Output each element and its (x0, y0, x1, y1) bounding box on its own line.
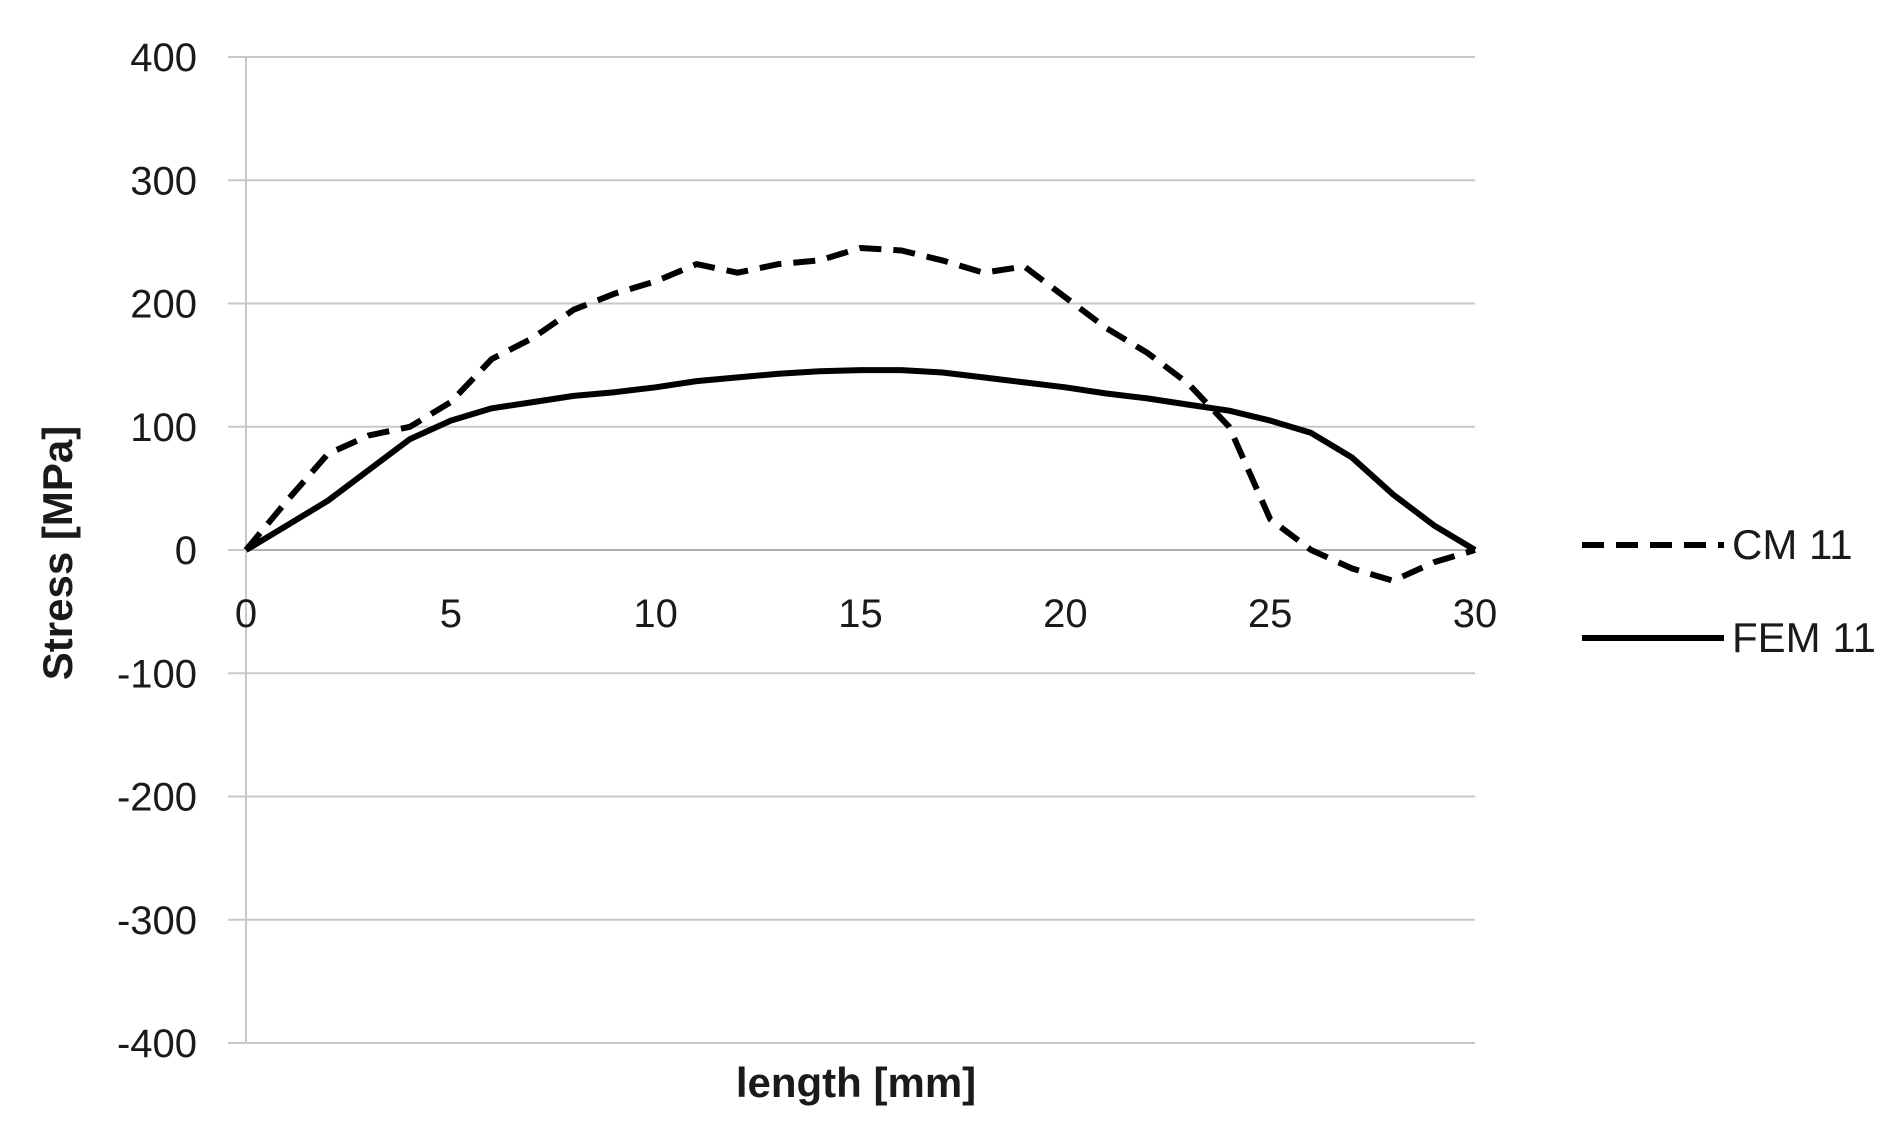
axes (245, 57, 1475, 1043)
series-lines (243, 245, 1477, 584)
series-line-fem-11 (244, 367, 1477, 553)
x-tick-label: 20 (1043, 592, 1088, 636)
y-tick-label: -100 (117, 652, 197, 696)
legend-label: CM 11 (1732, 521, 1853, 568)
y-tick-label: 300 (130, 159, 197, 203)
legend: CM 11 FEM 11 (1582, 521, 1876, 661)
x-tick-label: 0 (235, 592, 257, 636)
y-tick-label: 0 (175, 529, 197, 573)
series-line-cm-11 (243, 245, 1476, 584)
y-tick-label: 100 (130, 406, 197, 450)
x-tick-label: 15 (838, 592, 883, 636)
y-tick-label: 200 (130, 283, 197, 327)
x-tick-label: 30 (1453, 592, 1498, 636)
y-tick-label: -400 (117, 1022, 197, 1066)
y-tick-label: -200 (117, 776, 197, 820)
x-axis-title: length [mm] (736, 1059, 976, 1106)
x-tick-label: 5 (440, 592, 462, 636)
x-tick-label: 10 (633, 592, 678, 636)
y-tick-label: 400 (130, 36, 197, 80)
x-tick-labels: 0 5 10 15 20 25 30 (235, 592, 1497, 636)
y-tick-label: -300 (117, 899, 197, 943)
legend-label: FEM 11 (1732, 614, 1876, 661)
y-axis-title: Stress [MPa] (34, 426, 81, 680)
y-tick-labels: 400 300 200 100 0 -100 -200 -300 -400 (117, 36, 197, 1066)
x-tick-label: 25 (1248, 592, 1293, 636)
